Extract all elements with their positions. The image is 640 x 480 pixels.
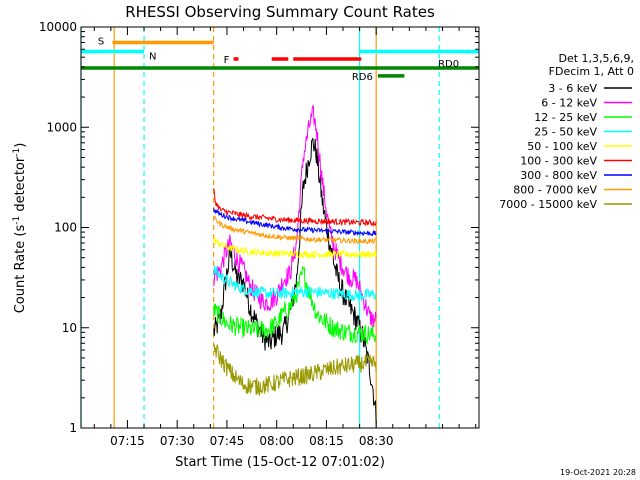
x-tick-label-1: 07:30 [160, 434, 195, 448]
chart-title: RHESSI Observing Summary Count Rates [125, 3, 435, 21]
data-series [213, 105, 377, 424]
y-axis-label-sup1: -1 [12, 216, 22, 225]
state-label-rd0: RD0 [438, 59, 459, 70]
y-tick-label-4: 10000 [39, 20, 77, 34]
series-line-2 [213, 265, 377, 345]
series-line-3 [213, 265, 377, 302]
legend-label-8: 7000 - 15000 keV [499, 198, 597, 211]
footer-timestamp: 19-Oct-2021 20:28 [560, 468, 636, 477]
legend-header-line-2: FDecim 1, Att 0 [549, 65, 634, 78]
series-line-4 [213, 236, 377, 260]
x-tick-label-4: 08:15 [309, 434, 344, 448]
axes: 1 10 100 1000 10000 07:15 07:30 07:45 08:00 08:15… [39, 20, 480, 448]
y-axis-label-sup2: -1 [12, 148, 22, 157]
vertical-markers [80, 27, 440, 428]
series-line-6 [213, 208, 377, 237]
y-axis-label-base: Count Rate (s [13, 225, 28, 314]
legend-label-4: 50 - 100 keV [527, 140, 597, 153]
state-label-f: F [224, 55, 230, 66]
series-line-1 [213, 105, 377, 328]
legend-label-3: 25 - 50 keV [534, 126, 597, 139]
legend-label-0: 3 - 6 keV [548, 82, 597, 95]
y-axis-label: Count Rate (s-1 detector-1) [12, 143, 28, 314]
y-tick-label-1: 10 [62, 321, 77, 335]
legend-label-7: 800 - 7000 keV [513, 184, 597, 197]
y-tick-label-3: 1000 [46, 120, 77, 134]
x-tick-label-5: 08:30 [359, 434, 394, 448]
legend-header-line-1: Det 1,3,5,6,9, [558, 52, 634, 65]
state-label-n: N [149, 51, 156, 62]
legend: Det 1,3,5,6,9, FDecim 1, Att 0 3 - 6 keV… [499, 52, 634, 211]
series-line-8 [213, 343, 377, 397]
y-axis-label-end: ) [13, 143, 28, 148]
state-label-s: S [98, 37, 104, 48]
y-tick-label-2: 100 [54, 221, 77, 235]
series-line-7 [213, 215, 377, 245]
y-axis-label-mid: detector [13, 156, 28, 216]
series-line-0 [213, 137, 377, 424]
x-tick-label-3: 08:00 [259, 434, 294, 448]
state-label-rd6: RD6 [352, 72, 373, 83]
y-tick-label-0: 1 [69, 421, 77, 435]
legend-label-6: 300 - 800 keV [520, 169, 597, 182]
legend-label-5: 100 - 300 keV [520, 155, 597, 168]
series-line-5 [213, 188, 377, 228]
x-tick-label-0: 07:15 [110, 434, 145, 448]
legend-label-1: 6 - 12 keV [541, 97, 597, 110]
x-axis-label: Start Time (15-Oct-12 07:01:02) [175, 455, 385, 470]
legend-label-2: 12 - 25 keV [534, 111, 597, 124]
state-bars: S N F RD0 RD6 [81, 37, 479, 83]
x-tick-label-2: 07:45 [210, 434, 245, 448]
